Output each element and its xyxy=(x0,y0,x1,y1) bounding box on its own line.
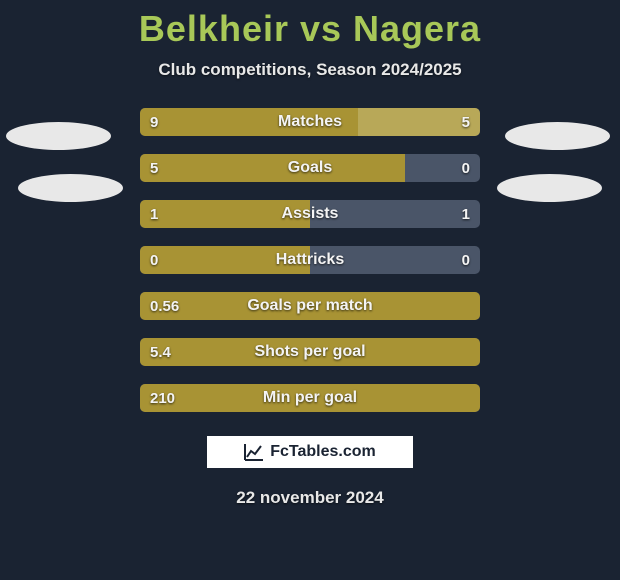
team-badge-placeholder xyxy=(18,174,123,202)
chart-icon xyxy=(244,443,264,461)
logo-text: FcTables.com xyxy=(270,443,376,461)
stat-row: Goals50 xyxy=(140,154,480,182)
subtitle: Club competitions, Season 2024/2025 xyxy=(0,60,620,80)
stat-value-right: 0 xyxy=(462,154,470,182)
team-badge-placeholder xyxy=(497,174,602,202)
stat-bar-left xyxy=(140,384,480,412)
page-title: Belkheir vs Nagera xyxy=(0,0,620,50)
stat-row: Min per goal210 xyxy=(140,384,480,412)
stat-bar-left xyxy=(140,338,480,366)
stat-bar-left xyxy=(140,108,358,136)
stat-bar: Matches95 xyxy=(140,108,480,136)
stat-bar-left xyxy=(140,200,310,228)
stat-row: Matches95 xyxy=(140,108,480,136)
stat-row: Hattricks00 xyxy=(140,246,480,274)
stat-bar-left xyxy=(140,154,405,182)
stat-bar: Assists11 xyxy=(140,200,480,228)
team-badge-placeholder xyxy=(505,122,610,150)
stat-bar: Hattricks00 xyxy=(140,246,480,274)
stat-row: Shots per goal5.4 xyxy=(140,338,480,366)
stat-row: Assists11 xyxy=(140,200,480,228)
stat-value-right: 1 xyxy=(462,200,470,228)
team-badge-placeholder xyxy=(6,122,111,150)
stat-bar: Min per goal210 xyxy=(140,384,480,412)
fctables-logo: FcTables.com xyxy=(205,434,415,470)
stat-bar-left xyxy=(140,246,310,274)
stat-bar: Goals per match0.56 xyxy=(140,292,480,320)
date-line: 22 november 2024 xyxy=(0,488,620,508)
stat-value-right: 0 xyxy=(462,246,470,274)
stat-bar: Shots per goal5.4 xyxy=(140,338,480,366)
stat-bar: Goals50 xyxy=(140,154,480,182)
stats-bars: Matches95 Goals50 Assists11 Hattricks00 Goal… xyxy=(140,108,480,412)
stat-bar-right xyxy=(358,108,480,136)
stat-bar-left xyxy=(140,292,480,320)
stat-row: Goals per match0.56 xyxy=(140,292,480,320)
